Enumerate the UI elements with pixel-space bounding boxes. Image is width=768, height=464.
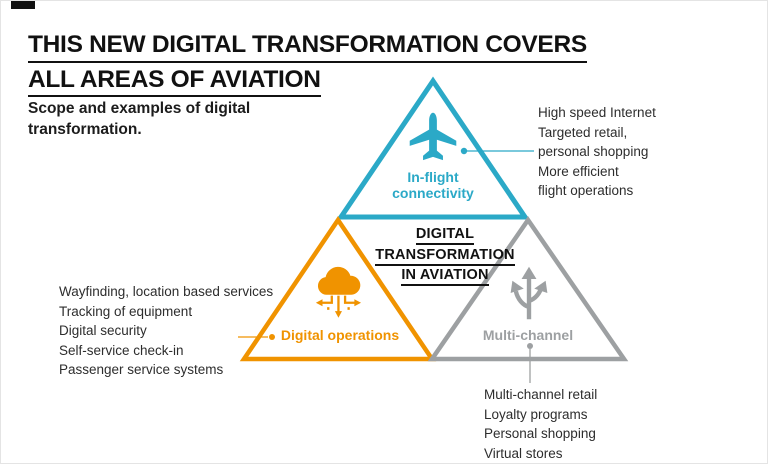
center-label-line2: TRANSFORMATION	[375, 247, 515, 266]
example-line: Virtual stores	[484, 445, 563, 461]
subtitle: Scope and examples of digital transforma…	[28, 100, 251, 138]
example-line: Wayfinding, location based services	[59, 284, 274, 299]
example-line: Self-service check-in	[59, 342, 184, 358]
example-line: Loyalty programs	[484, 406, 588, 422]
example-line: Tracking of equipment	[59, 303, 193, 319]
example-line: Passenger service systems	[59, 362, 224, 377]
cloud-network-glyph	[315, 266, 362, 318]
inflight-examples: High speed Internet Targeted retail, per…	[538, 103, 656, 201]
multichannel-examples: Multi-channel retail Loyalty programs Pe…	[484, 385, 597, 463]
airplane-glyph	[409, 112, 457, 161]
operations-label: Digital operations	[280, 327, 400, 343]
corner-mark	[11, 1, 35, 9]
center-label-line1: DIGITAL	[415, 227, 475, 245]
example-line: High speed Internet	[538, 105, 656, 120]
multichannel-label: Multi-channel	[482, 327, 574, 343]
example-line: More efficient	[538, 163, 619, 179]
airplane-icon	[409, 112, 457, 161]
inflight-pointer-dot	[460, 147, 468, 155]
example-line: Multi-channel retail	[484, 387, 598, 402]
page-title: THIS NEW DIGITAL TRANSFORMATION COVERS A…	[28, 33, 587, 102]
center-label: DIGITAL TRANSFORMATION IN AVIATION	[355, 227, 535, 289]
branching-arrows-glyph	[510, 266, 548, 320]
page-title-line2: ALL AREAS OF AVIATION	[28, 67, 321, 98]
multichannel-pointer-dot	[527, 343, 533, 349]
cloud-network-icon	[315, 266, 362, 318]
inflight-label: In-flight connectivity	[392, 169, 474, 201]
inflight-label-line2: connectivity	[392, 185, 474, 201]
example-line: flight operations	[538, 183, 634, 198]
example-line: personal shopping	[538, 144, 649, 159]
example-line: Personal shopping	[484, 426, 596, 441]
page-title-line1: THIS NEW DIGITAL TRANSFORMATION COVERS	[28, 33, 587, 63]
branching-arrows-icon	[510, 266, 548, 320]
example-line: Digital security	[59, 323, 147, 338]
center-label-line3: IN AVIATION	[401, 268, 489, 286]
operations-examples: Wayfinding, location based services Trac…	[59, 282, 273, 380]
inflight-label-line1: In-flight	[407, 169, 459, 185]
example-line: Targeted retail,	[538, 124, 628, 140]
